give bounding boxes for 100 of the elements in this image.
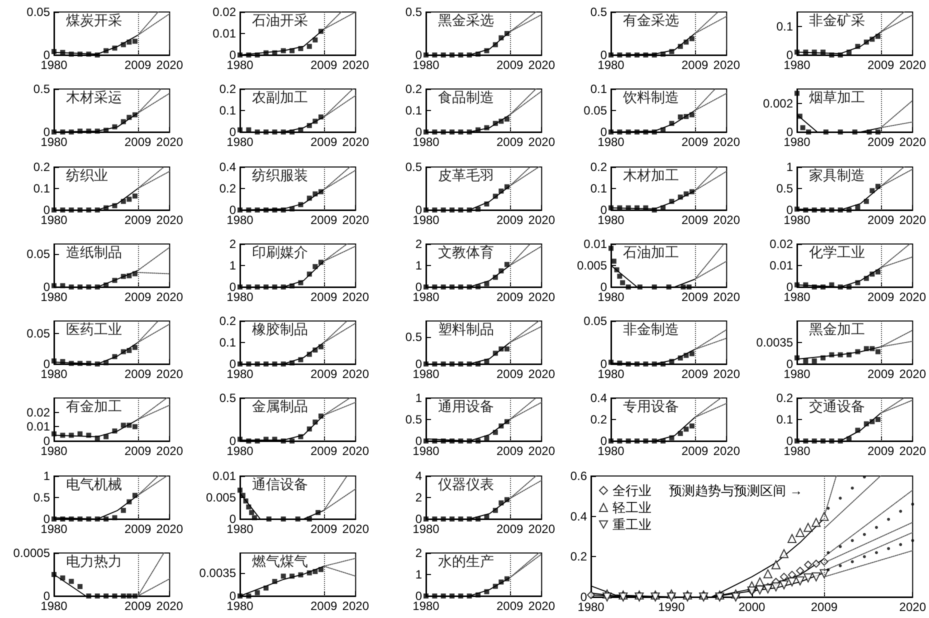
x-tick-label: 2009 bbox=[868, 58, 895, 72]
y-tick-label: 0.2 bbox=[219, 181, 236, 195]
x-tick-label: 2009 bbox=[682, 212, 709, 226]
y-tick-label: 1 bbox=[229, 258, 236, 272]
x-tick-label: 2020 bbox=[156, 212, 184, 226]
x-tick-label: 2009 bbox=[310, 58, 338, 72]
y-tick-label: 0.5 bbox=[33, 82, 50, 96]
x-tick-label: 2020 bbox=[342, 444, 370, 458]
y-tick-label: 0.1 bbox=[590, 82, 608, 96]
x-tick-label: 2009 bbox=[310, 444, 338, 458]
y-tick-label: 0.2 bbox=[590, 160, 608, 174]
chart-title: 非金矿采 bbox=[809, 12, 866, 28]
chart-title: 医药工业 bbox=[66, 321, 122, 337]
x-tick-label: 2009 bbox=[682, 135, 709, 150]
x-tick-label: 1980 bbox=[412, 135, 440, 150]
y-tick-label: 0.2 bbox=[404, 82, 422, 96]
chart-title: 有金加工 bbox=[66, 398, 122, 414]
x-tick-label: 2009 bbox=[124, 290, 152, 304]
x-tick-label: 2009 bbox=[124, 212, 152, 226]
x-tick-label: 2020 bbox=[714, 367, 741, 381]
chart-title: 塑料制品 bbox=[438, 321, 494, 337]
x-tick-label: 2020 bbox=[714, 444, 741, 458]
x-tick-label: 2009 bbox=[682, 58, 709, 72]
x-tick-label: 2020 bbox=[342, 212, 370, 226]
y-tick-label: 2 bbox=[414, 236, 422, 251]
x-tick-label: 2009 bbox=[310, 598, 338, 613]
x-tick-label: 2009 bbox=[124, 444, 152, 458]
x-tick-label: 2020 bbox=[899, 58, 927, 72]
chart-title: 纺织业 bbox=[66, 166, 108, 182]
y-tick-label: 0.02 bbox=[26, 406, 50, 420]
x-tick-label: 2009 bbox=[496, 212, 524, 226]
x-tick-label: 2020 bbox=[899, 367, 927, 381]
x-tick-label: 1980 bbox=[226, 444, 254, 458]
x-tick-label: 2009 bbox=[811, 600, 838, 614]
x-tick-label: 2009 bbox=[124, 58, 152, 72]
chart-title: 黑金采选 bbox=[438, 12, 494, 28]
x-tick-label: 2020 bbox=[156, 444, 184, 458]
y-tick-label: 0.4 bbox=[590, 391, 608, 406]
x-tick-label: 2009 bbox=[868, 367, 895, 381]
x-tick-label: 2009 bbox=[310, 212, 338, 226]
x-tick-label: 1980 bbox=[40, 135, 68, 150]
y-tick-label: 0.2 bbox=[33, 160, 50, 174]
y-tick-label: 0.5 bbox=[404, 160, 422, 174]
y-tick-label: 0.1 bbox=[404, 104, 422, 118]
chart-title: 煤炭开采 bbox=[66, 12, 122, 28]
x-tick-label: 2020 bbox=[899, 135, 927, 150]
x-tick-label: 2009 bbox=[682, 290, 709, 304]
x-tick-label: 2020 bbox=[342, 290, 370, 304]
x-tick-label: 2020 bbox=[528, 444, 555, 458]
x-tick-label: 2020 bbox=[156, 135, 184, 150]
chart-title: 专用设备 bbox=[623, 398, 680, 414]
chart-title: 金属制品 bbox=[252, 398, 308, 414]
x-tick-label: 2020 bbox=[156, 58, 184, 72]
y-tick-label: 1 bbox=[786, 160, 794, 174]
chart-title: 水的生产 bbox=[438, 552, 494, 569]
chart-title: 印刷媒介 bbox=[252, 244, 308, 260]
x-tick-label: 2009 bbox=[496, 522, 524, 536]
y-tick-label: 0.5 bbox=[404, 330, 422, 344]
x-tick-label: 2009 bbox=[310, 367, 338, 381]
chart-title: 仪器仪表 bbox=[438, 476, 494, 492]
chart-title: 通信设备 bbox=[252, 476, 308, 492]
x-tick-label: 2009 bbox=[124, 135, 152, 150]
y-tick-label: 0.2 bbox=[776, 391, 794, 406]
chart-title: 橡胶制品 bbox=[252, 321, 308, 337]
x-tick-label: 2020 bbox=[528, 290, 555, 304]
y-tick-label: 2 bbox=[229, 236, 236, 251]
y-tick-label: 0.5 bbox=[590, 5, 608, 19]
y-tick-label: 0.01 bbox=[212, 468, 236, 482]
chart-title: 黑金加工 bbox=[809, 321, 866, 337]
y-tick-label: 0.05 bbox=[584, 314, 608, 328]
chart-title: 皮革毛羽 bbox=[438, 166, 494, 182]
x-tick-label: 2000 bbox=[738, 600, 766, 614]
chart-title: 有金采选 bbox=[623, 12, 680, 28]
y-tick-label: 0.1 bbox=[590, 181, 608, 195]
x-tick-label: 2009 bbox=[124, 522, 152, 536]
y-tick-label: 0.1 bbox=[776, 412, 794, 427]
x-tick-label: 1990 bbox=[658, 600, 686, 614]
chart-title: 交通设备 bbox=[809, 398, 866, 414]
chart-title: 化学工业 bbox=[809, 244, 866, 260]
chart-title: 通用设备 bbox=[438, 398, 494, 414]
legend-label: 轻工业 bbox=[612, 500, 652, 514]
x-tick-label: 2009 bbox=[310, 290, 338, 304]
x-tick-label: 1980 bbox=[784, 444, 811, 458]
y-tick-label: 0.2 bbox=[590, 412, 608, 427]
y-tick-label: 0.01 bbox=[584, 236, 608, 251]
x-tick-label: 2020 bbox=[342, 367, 370, 381]
y-tick-label: 0.05 bbox=[26, 326, 50, 340]
y-tick-label: 0.005 bbox=[206, 490, 236, 504]
chart-title: 石油开采 bbox=[252, 12, 308, 28]
x-tick-label: 2020 bbox=[528, 135, 555, 150]
chart-title: 电力热力 bbox=[66, 552, 122, 569]
chart-title: 非金制造 bbox=[623, 321, 680, 337]
x-tick-label: 2020 bbox=[899, 444, 927, 458]
chart-title: 石油加工 bbox=[623, 244, 680, 260]
x-tick-label: 2020 bbox=[899, 290, 927, 304]
y-tick-label: 0.01 bbox=[770, 258, 794, 272]
y-tick-label: 0.01 bbox=[26, 420, 50, 434]
legend-label: 重工业 bbox=[612, 516, 652, 532]
x-tick-label: 1980 bbox=[598, 444, 626, 458]
y-tick-label: 0.1 bbox=[776, 19, 794, 34]
